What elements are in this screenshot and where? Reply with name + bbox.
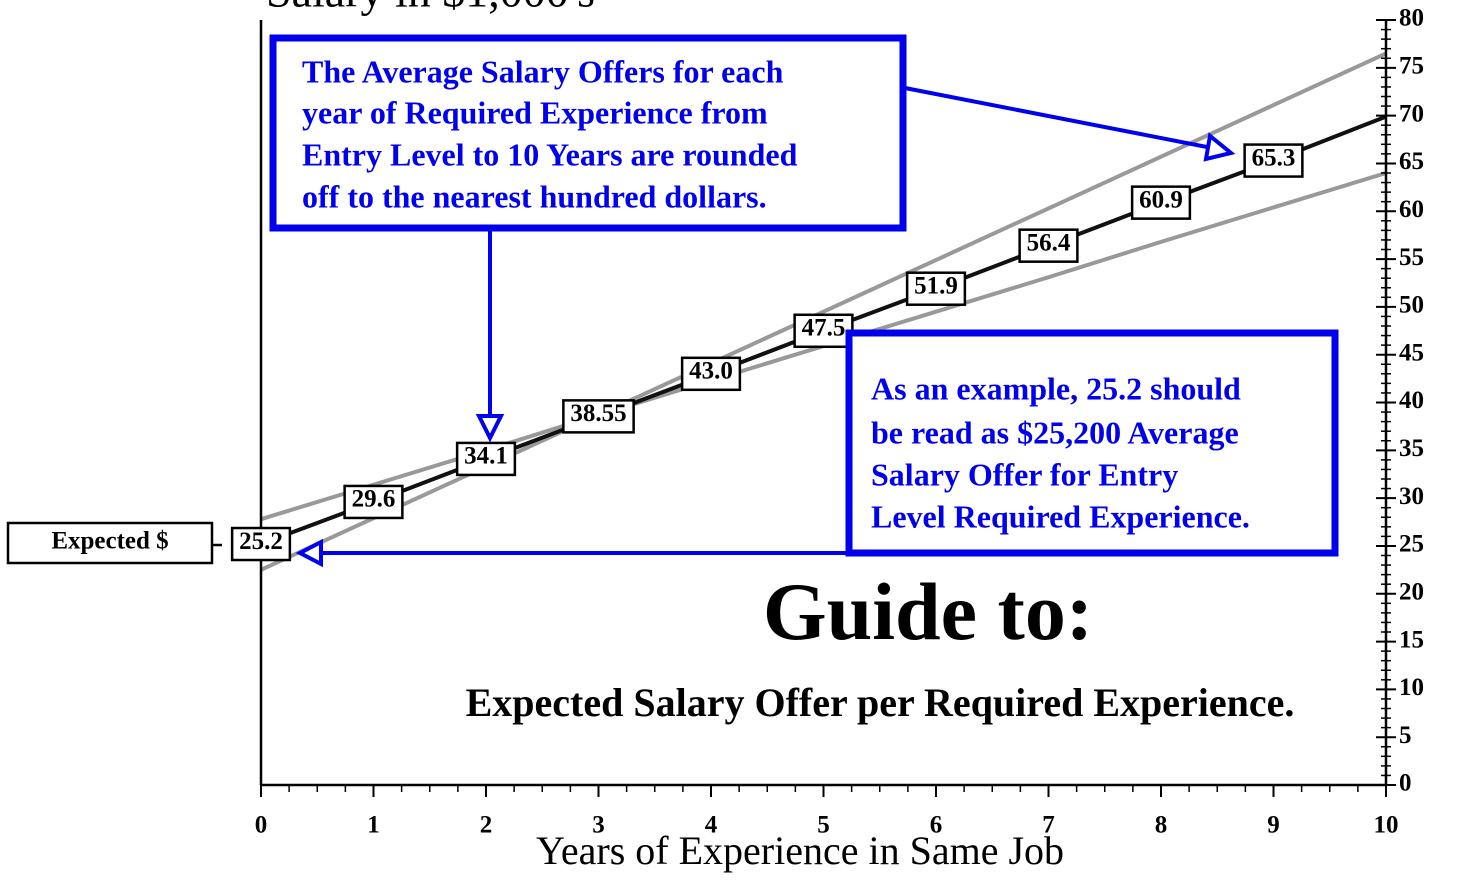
value-label: 65.3 — [1252, 144, 1296, 171]
y-tick-label: 0 — [1399, 770, 1412, 797]
annotation-text: year of Required Experience from — [302, 94, 768, 130]
value-label: 34.1 — [464, 443, 508, 470]
x-tick-label: 8 — [1155, 812, 1168, 839]
value-label-box — [793, 313, 854, 349]
y-tick-label: 5 — [1399, 722, 1412, 749]
annotation-text: The Average Salary Offers for each — [302, 53, 784, 89]
label-box — [6, 521, 214, 565]
value-label-box — [230, 526, 292, 562]
y-tick-label: 25 — [1399, 531, 1424, 558]
y-tick-label: 60 — [1399, 196, 1424, 223]
value-label-box — [1130, 185, 1192, 220]
series-line — [260, 51, 1387, 572]
value-label-box — [562, 399, 635, 434]
x-tick-label: 7 — [1042, 812, 1055, 839]
x-tick-label: 10 — [1374, 812, 1399, 839]
value-label-box — [1018, 228, 1079, 263]
value-label: 60.9 — [1139, 186, 1183, 213]
y-tick-label: 45 — [1399, 339, 1424, 366]
value-label: 25.2 — [239, 528, 283, 555]
arrow-line — [904, 86, 1213, 150]
y-tick-label: 70 — [1399, 100, 1424, 127]
y-tick-label: 50 — [1399, 292, 1424, 319]
annotation-text: off to the nearest hundred dollars. — [302, 178, 767, 214]
annotation-text: As an example, 25.2 should — [871, 370, 1241, 406]
value-label: 56.4 — [1027, 229, 1071, 256]
annotation-text: be read as $25,200 Average — [871, 414, 1239, 450]
subtitle: Expected Salary Offer per Required Exper… — [466, 680, 1295, 725]
value-label: 29.6 — [352, 486, 396, 513]
x-tick-label: 1 — [367, 812, 380, 839]
y-tick-label: 80 — [1399, 5, 1424, 32]
value-labels: 25.2 29.6 34.1 38.55 43.0 47.5 51.9 56.4 60.9 65.… — [230, 143, 1304, 562]
value-label-box — [680, 356, 742, 392]
value-label: 38.55 — [570, 400, 626, 427]
y-axis-title: Salary in $1,000's — [266, 0, 595, 17]
value-label-box — [905, 271, 967, 306]
annotation-text: Salary Offer for Entry — [871, 456, 1178, 492]
annotation-box — [845, 329, 1339, 557]
chart-title: Guide to: — [763, 566, 1093, 657]
arrow-head — [1203, 132, 1236, 162]
x-tick-label: 6 — [930, 812, 943, 839]
annotation-text: Entry Level to 10 Years are rounded — [302, 136, 798, 172]
value-label-box — [455, 441, 517, 477]
y-tick-label: 20 — [1399, 578, 1424, 605]
y-tick-label: 65 — [1399, 148, 1424, 175]
x-tick-label: 3 — [592, 812, 605, 839]
x-tick-label: 0 — [255, 812, 268, 839]
y-tick-label: 40 — [1399, 387, 1424, 414]
annotation-box — [269, 34, 907, 232]
y-tick-label: 15 — [1399, 626, 1424, 653]
y-tick-label: 30 — [1399, 483, 1424, 510]
x-tick-label: 4 — [705, 812, 718, 839]
y-tick-label: 35 — [1399, 435, 1424, 462]
x-tick-label: 5 — [817, 812, 830, 839]
value-label: 43.0 — [689, 358, 733, 385]
value-label: 47.5 — [802, 315, 846, 342]
x-tick-label: 2 — [480, 812, 493, 839]
annotation-text: Level Required Experience. — [871, 498, 1250, 534]
arrow-head — [295, 538, 323, 568]
x-tick-label: 9 — [1267, 812, 1280, 839]
value-label-box — [1243, 143, 1304, 178]
y-tick-label: 10 — [1399, 674, 1424, 701]
label-name: Expected $ — [51, 528, 168, 555]
value-label-box — [343, 484, 404, 520]
arrow-head — [475, 414, 505, 443]
value-label: 51.9 — [914, 272, 958, 299]
y-tick-label: 55 — [1399, 244, 1424, 271]
y-tick-label: 75 — [1399, 53, 1424, 80]
arrows — [295, 86, 1236, 568]
x-axis-title: Years of Experience in Same Job — [536, 828, 1064, 873]
